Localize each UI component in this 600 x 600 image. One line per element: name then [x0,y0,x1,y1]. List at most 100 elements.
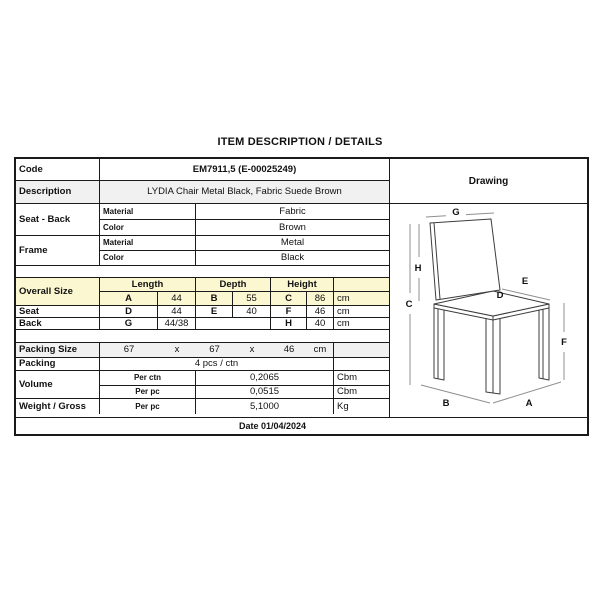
seat-dim-f: F [271,306,307,317]
code-label: Code [16,159,100,180]
packing-size-v3: 46 [283,344,295,356]
back-dim-h-value: 40 [307,318,334,329]
dim-label-g: G [452,207,459,218]
drawing-header: Drawing [390,159,587,204]
dim-line-b [420,384,491,404]
drawing-area: C H G E D F B A [390,204,587,417]
dim-label-e: E [522,276,528,287]
packing-size-x2: x [249,344,255,356]
chair-right-leg [538,304,550,381]
back-empty-cell [196,318,271,329]
overall-dim-c-value: 86 [307,292,334,305]
packing-size-label: Packing Size [16,343,100,357]
weight-per-pc-label: Per pc [100,399,196,414]
volume-per-pc-value: 0,0515 [196,386,334,398]
weight-row: Weight / Gross Per pc 5,1000 Kg [16,399,389,414]
volume-group: Volume Per ctn 0,2065 Cbm Per pc 0,0515 … [16,371,389,399]
seat-unit: cm [337,306,350,317]
volume-per-ctn-value: 0,2065 [196,371,334,385]
back-row: Back G 44/38 H 40 cm [16,318,389,330]
seat-label: Seat [16,306,100,317]
chair-seat [433,290,550,317]
date-row: Date 01/04/2024 [16,417,587,434]
seat-back-material-label: Material [100,204,196,219]
back-unit: cm [337,318,350,329]
frame-label: Frame [16,236,100,265]
seat-dim-e-value: 40 [233,306,271,317]
packing-size-values: 67 x 67 x 46 cm [100,343,334,357]
volume-per-ctn-unit: Cbm [337,372,358,384]
overall-dim-a-value: 44 [158,292,196,305]
packing-size-v1: 67 [123,344,135,356]
dim-line-a [492,381,562,404]
packing-label: Packing [16,358,100,370]
weight-value: 5,1000 [196,399,334,414]
header-depth: Depth [196,278,271,291]
main-spec-columns: Code EM7911,5 (E-00025249) Description L… [16,159,390,417]
volume-per-pc-unit: Cbm [337,386,358,398]
dim-label-a: A [526,398,533,409]
volume-per-ctn-label: Per ctn [100,371,196,385]
chair-drawing: C H G E D F B A [406,207,568,409]
frame-group: Frame Material Metal Color Black [16,236,389,266]
back-dim-g: G [100,318,158,329]
volume-label: Volume [16,371,100,398]
packing-row: Packing 4 pcs / ctn [16,358,389,371]
code-value: EM7911,5 (E-00025249) [192,163,297,175]
frame-color-label: Color [100,251,196,265]
weight-label: Weight / Gross [16,399,100,414]
overall-dim-b-value: 55 [233,292,271,305]
header-unit-spacer [334,278,389,291]
seat-back-color-label: Color [100,220,196,235]
description-row: Description LYDIA Chair Metal Black, Fab… [16,181,389,204]
spacer-row-1 [16,266,389,278]
item-details-table: Code EM7911,5 (E-00025249) Description L… [14,157,589,436]
dim-label-d: D [497,290,504,301]
dim-line-e [501,288,551,301]
overall-size-label: Overall Size [16,278,100,305]
header-height: Height [271,278,334,291]
packing-size-trailing-cell [334,343,389,357]
seat-back-material-value: Fabric [279,205,306,217]
overall-size-group: Overall Size Length Depth Height A 44 B [16,278,389,306]
back-label: Back [16,318,100,329]
header-length: Length [100,278,196,291]
dim-label-b: B [443,398,450,409]
seat-row: Seat D 44 E 40 F 46 cm [16,306,389,318]
seat-back-color-value: Brown [279,221,306,233]
chair-left-leg [433,304,445,381]
chair-backrest-edge [433,222,441,300]
code-row: Code EM7911,5 (E-00025249) [16,159,389,181]
seat-back-group: Seat - Back Material Fabric Color Brown [16,204,389,236]
seat-dim-e: E [196,306,233,317]
packing-size-x1: x [174,344,180,356]
volume-per-pc-label: Per pc [100,386,196,398]
frame-material-label: Material [100,236,196,250]
seat-dim-d-value: 44 [158,306,196,317]
description-value: LYDIA Chair Metal Black, Fabric Suede Br… [147,186,342,198]
weight-unit: Kg [337,400,349,412]
seat-dim-f-value: 46 [307,306,334,317]
frame-material-value: Metal [280,237,305,249]
dim-label-c: C [406,299,413,310]
packing-value: 4 pcs / ctn [100,358,334,370]
seat-back-label: Seat - Back [16,204,100,235]
overall-unit: cm [337,292,350,304]
dim-label-h: H [415,263,422,274]
overall-dim-c: C [271,292,307,305]
overall-dim-b: B [196,292,233,305]
back-dim-g-value: 44/38 [158,318,196,329]
chair-backrest [429,218,501,301]
description-label: Description [16,181,100,203]
dim-label-f: F [561,337,567,348]
packing-size-unit: cm [313,344,327,356]
back-dim-h: H [271,318,307,329]
drawing-panel: Drawing [390,159,587,417]
page-title: ITEM DESCRIPTION / DETAILS [217,136,383,148]
packing-size-row: Packing Size 67 x 67 x 46 cm [16,343,389,358]
spacer-row-2 [16,330,389,343]
seat-dim-d: D [100,306,158,317]
packing-size-v2: 67 [209,344,220,356]
packing-trailing-cell [334,358,389,370]
